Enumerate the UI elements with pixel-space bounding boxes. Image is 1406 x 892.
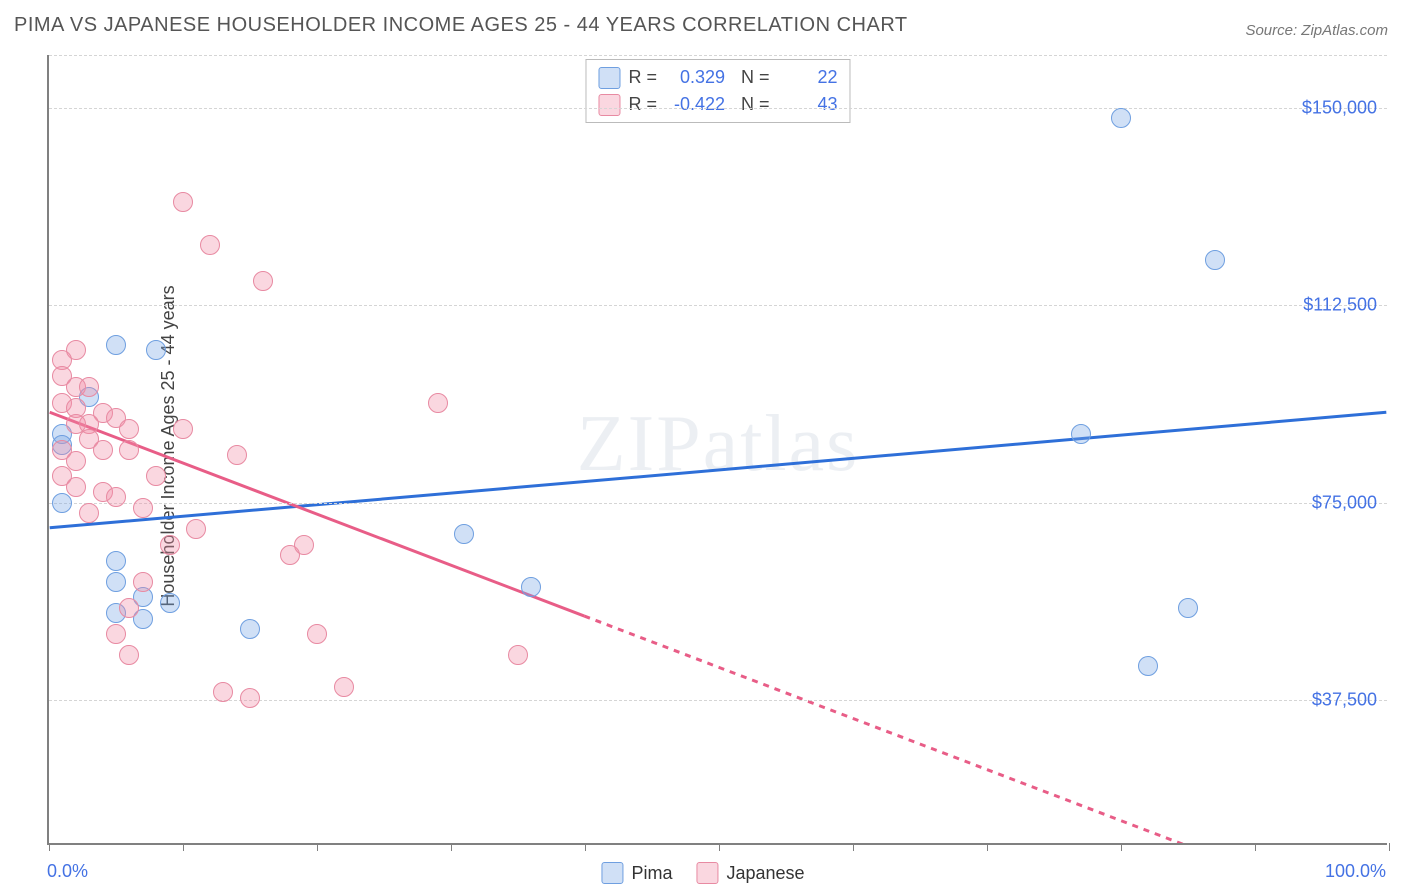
legend-label: Pima bbox=[631, 863, 672, 884]
japanese-point bbox=[119, 645, 139, 665]
n-label: N = bbox=[741, 91, 770, 118]
japanese-point bbox=[334, 677, 354, 697]
pima-point bbox=[240, 619, 260, 639]
japanese-point bbox=[240, 688, 260, 708]
gridline bbox=[49, 305, 1387, 306]
japanese-point bbox=[106, 624, 126, 644]
correlation-row-pima: R = 0.329 N = 22 bbox=[598, 64, 837, 91]
japanese-point bbox=[106, 487, 126, 507]
japanese-swatch bbox=[598, 94, 620, 116]
x-tick bbox=[1389, 843, 1390, 851]
japanese-point bbox=[79, 377, 99, 397]
japanese-point bbox=[428, 393, 448, 413]
trend-lines-layer bbox=[49, 55, 1387, 843]
x-tick bbox=[719, 843, 720, 851]
pima-point bbox=[106, 551, 126, 571]
japanese-point bbox=[133, 572, 153, 592]
pima-point bbox=[1111, 108, 1131, 128]
legend-item-pima: Pima bbox=[601, 862, 672, 884]
series-legend: Pima Japanese bbox=[601, 862, 804, 884]
gridline bbox=[49, 108, 1387, 109]
gridline bbox=[49, 55, 1387, 56]
x-axis-min-label: 0.0% bbox=[47, 861, 88, 882]
japanese-point bbox=[307, 624, 327, 644]
r-value: -0.422 bbox=[665, 91, 725, 118]
y-tick-label: $75,000 bbox=[1312, 492, 1377, 513]
pima-point bbox=[521, 577, 541, 597]
pima-point bbox=[52, 493, 72, 513]
japanese-point bbox=[294, 535, 314, 555]
pima-point bbox=[146, 340, 166, 360]
japanese-point bbox=[119, 598, 139, 618]
pima-point bbox=[160, 593, 180, 613]
x-tick bbox=[1255, 843, 1256, 851]
japanese-point bbox=[186, 519, 206, 539]
x-tick bbox=[987, 843, 988, 851]
r-value: 0.329 bbox=[665, 64, 725, 91]
japanese-point bbox=[79, 503, 99, 523]
japanese-point bbox=[173, 192, 193, 212]
legend-item-japanese: Japanese bbox=[696, 862, 804, 884]
japanese-point bbox=[119, 419, 139, 439]
correlation-box: R = 0.329 N = 22 R = -0.422 N = 43 bbox=[585, 59, 850, 123]
pima-point bbox=[106, 335, 126, 355]
gridline bbox=[49, 503, 1387, 504]
japanese-point bbox=[213, 682, 233, 702]
y-tick-label: $112,500 bbox=[1303, 295, 1377, 316]
japanese-point bbox=[227, 445, 247, 465]
pima-point bbox=[454, 524, 474, 544]
n-value: 43 bbox=[778, 91, 838, 118]
pima-point bbox=[1178, 598, 1198, 618]
japanese-swatch bbox=[696, 862, 718, 884]
plot-area: ZIPatlas R = 0.329 N = 22 R = -0.422 N = 43 $37… bbox=[47, 55, 1387, 845]
y-tick-label: $37,500 bbox=[1312, 690, 1377, 711]
x-tick bbox=[317, 843, 318, 851]
x-tick bbox=[451, 843, 452, 851]
chart-title: PIMA VS JAPANESE HOUSEHOLDER INCOME AGES… bbox=[14, 14, 908, 37]
y-tick-label: $150,000 bbox=[1302, 97, 1377, 118]
japanese-point bbox=[146, 466, 166, 486]
japanese-point bbox=[66, 477, 86, 497]
correlation-row-japanese: R = -0.422 N = 43 bbox=[598, 91, 837, 118]
japanese-point bbox=[508, 645, 528, 665]
x-tick bbox=[853, 843, 854, 851]
japanese-point bbox=[253, 271, 273, 291]
japanese-point bbox=[133, 498, 153, 518]
x-tick bbox=[585, 843, 586, 851]
source-attribution: Source: ZipAtlas.com bbox=[1245, 22, 1388, 39]
x-axis-max-label: 100.0% bbox=[1325, 861, 1386, 882]
japanese-point bbox=[160, 535, 180, 555]
legend-label: Japanese bbox=[726, 863, 804, 884]
japanese-point bbox=[200, 235, 220, 255]
pima-point bbox=[1205, 250, 1225, 270]
japanese-point bbox=[93, 440, 113, 460]
r-label: R = bbox=[628, 64, 657, 91]
pima-point bbox=[1138, 656, 1158, 676]
n-value: 22 bbox=[778, 64, 838, 91]
x-tick bbox=[183, 843, 184, 851]
x-tick bbox=[1121, 843, 1122, 851]
n-label: N = bbox=[741, 64, 770, 91]
japanese-point bbox=[119, 440, 139, 460]
pima-swatch bbox=[601, 862, 623, 884]
pima-point bbox=[106, 572, 126, 592]
japanese-point bbox=[66, 451, 86, 471]
pima-swatch bbox=[598, 67, 620, 89]
japanese-point bbox=[173, 419, 193, 439]
watermark: ZIPatlas bbox=[577, 399, 860, 490]
r-label: R = bbox=[628, 91, 657, 118]
x-tick bbox=[49, 843, 50, 851]
pima-point bbox=[1071, 424, 1091, 444]
